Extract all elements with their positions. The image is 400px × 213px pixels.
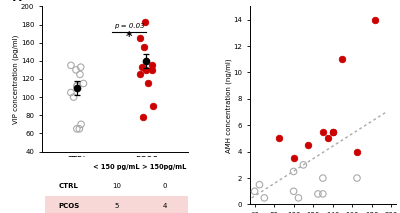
Point	[261, 196, 268, 200]
Point	[354, 150, 360, 153]
Point	[300, 163, 306, 167]
Point	[290, 157, 297, 160]
Point	[70, 95, 77, 99]
Point	[68, 91, 74, 94]
Point	[139, 65, 146, 69]
Point	[295, 196, 302, 200]
Point	[78, 123, 84, 126]
Point	[137, 36, 144, 40]
Point	[140, 46, 147, 49]
Point	[74, 85, 80, 88]
Point	[305, 143, 312, 147]
Point	[320, 130, 326, 134]
Text: B: B	[223, 0, 232, 2]
Point	[149, 64, 155, 67]
Y-axis label: AMH concentration (ng/ml): AMH concentration (ng/ml)	[225, 58, 232, 153]
Point	[320, 192, 326, 196]
Point	[256, 183, 263, 186]
Point	[276, 137, 282, 140]
Point	[354, 176, 360, 180]
Text: *: *	[126, 30, 132, 43]
Point	[137, 73, 143, 76]
Point	[290, 170, 297, 173]
Point	[324, 137, 331, 140]
Point	[140, 115, 146, 119]
Point	[320, 176, 326, 180]
Point	[339, 58, 346, 61]
Point	[76, 127, 82, 131]
Point	[77, 73, 83, 76]
Point	[371, 18, 378, 21]
Point	[143, 68, 149, 72]
Point	[330, 130, 336, 134]
Text: A: A	[13, 0, 21, 3]
Point	[251, 190, 258, 193]
Point	[74, 83, 80, 87]
Text: p = 0.03: p = 0.03	[114, 23, 144, 29]
Point	[315, 192, 321, 196]
Point	[74, 127, 80, 131]
Y-axis label: VIP concentration (pg/ml): VIP concentration (pg/ml)	[13, 34, 20, 124]
Point	[78, 65, 84, 69]
Point	[145, 82, 151, 85]
Point	[330, 130, 336, 134]
Point	[68, 64, 74, 67]
Point	[73, 68, 79, 72]
Point	[149, 68, 156, 72]
Point	[80, 82, 87, 85]
Point	[142, 20, 148, 23]
Point	[150, 104, 156, 108]
Point	[290, 190, 297, 193]
